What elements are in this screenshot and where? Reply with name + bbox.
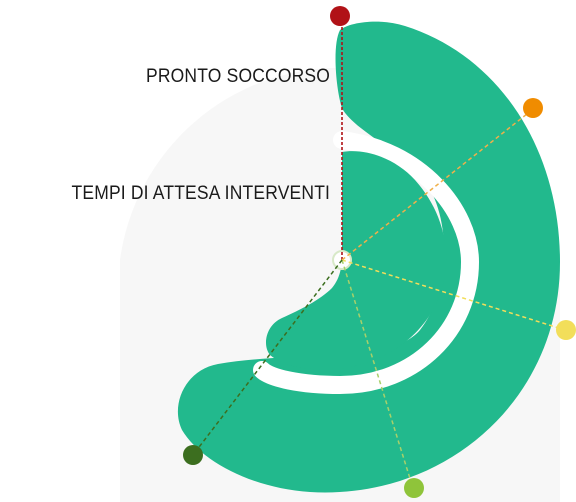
- guide-line-light-green: [341, 259, 413, 486]
- marker-orange[interactable]: [523, 98, 543, 118]
- inner-separator: [253, 131, 480, 395]
- marker-light-green[interactable]: [404, 478, 424, 498]
- tempi-attesa-label: TEMPI DI ATTESA INTERVENTI: [71, 183, 330, 204]
- tempi-attesa-arc[interactable]: [266, 151, 447, 370]
- marker-dark-green[interactable]: [183, 445, 203, 465]
- guide-line-dark-green: [192, 259, 343, 456]
- marker-yellow[interactable]: [556, 320, 576, 340]
- guide-line-orange: [341, 109, 533, 261]
- marker-dark-red[interactable]: [330, 6, 350, 26]
- pronto-soccorso-label: PRONTO SOCCORSO: [145, 66, 330, 87]
- guide-line-yellow: [341, 259, 566, 331]
